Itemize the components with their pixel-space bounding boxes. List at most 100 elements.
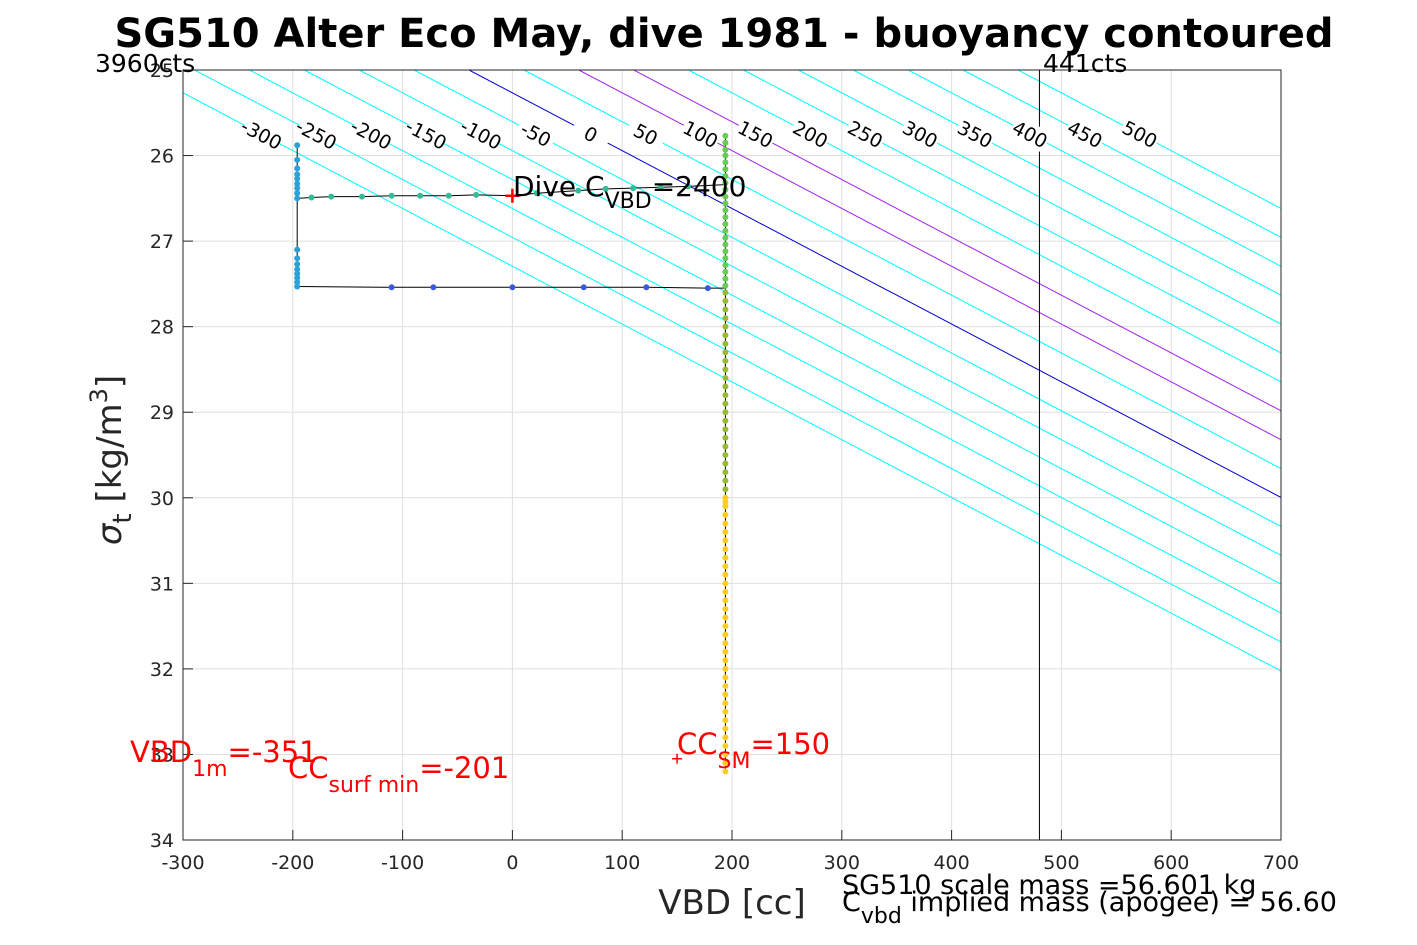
sample-point: [685, 183, 692, 190]
y-axis-label: σt [kg/m3]: [85, 375, 138, 545]
sample-point: [722, 529, 729, 535]
y-label-units: [kg/m: [90, 403, 130, 502]
sample-point: [722, 511, 729, 518]
y-tick-label: 27: [150, 231, 174, 253]
sample-point: [358, 193, 365, 200]
sample-point: [722, 323, 729, 330]
buoyancy-contour-line: [853, 70, 1281, 296]
x-tick-label: 0: [506, 852, 518, 874]
sample-point: [722, 443, 729, 450]
sample-point: [417, 192, 424, 199]
buoyancy-contour-line: [962, 70, 1281, 238]
x-tick-label: 100: [604, 852, 640, 874]
x-tick-label: 200: [714, 852, 750, 874]
sample-point: [722, 623, 729, 630]
sample-point: [473, 191, 480, 198]
dive-cvbd-annotation: Dive CVBD=2400: [513, 170, 746, 214]
sample-point: [722, 742, 729, 749]
contour-label-background: [568, 115, 613, 153]
sample-point: [722, 315, 729, 322]
contour-label-background: [1063, 115, 1107, 153]
sample-point: [722, 554, 729, 561]
sample-point: [722, 580, 729, 587]
y-tick-label: 25: [150, 60, 174, 82]
dive-track-line: [297, 184, 726, 199]
sample-point: [722, 375, 729, 381]
buoyancy-contour-line: [688, 70, 1281, 383]
vbd-1m-annotation: VBD1m=-351: [130, 735, 318, 782]
sample-point: [722, 520, 729, 527]
sample-point: [722, 768, 729, 775]
sample-point: [722, 494, 729, 501]
buoyancy-contour-line: [523, 70, 1281, 470]
sample-point: [722, 460, 729, 467]
y-tick-label: 29: [150, 402, 174, 424]
sample-point: [294, 279, 301, 286]
contour-label-background: [733, 115, 778, 153]
sample-point: [722, 486, 729, 493]
sample-point: [445, 192, 452, 199]
sample-point: [722, 152, 729, 159]
sample-point: [722, 234, 729, 241]
sample-point: [722, 499, 729, 506]
sample-point: [294, 283, 301, 290]
cc-sm-annotation: CCSM=150: [677, 727, 830, 774]
sample-point: [704, 285, 711, 292]
y-tick-label: 34: [150, 830, 174, 852]
sample-point: [722, 200, 729, 207]
sample-point: [722, 298, 729, 304]
contour-label-background: [404, 115, 449, 153]
sample-point: [294, 180, 301, 187]
sample-point: [722, 366, 729, 373]
sample-point: [722, 434, 729, 441]
sample-point: [294, 261, 301, 268]
chart-title: SG510 Alter Eco May, dive 1981 - buoyanc…: [114, 11, 1333, 57]
contour-label-background: [623, 115, 668, 153]
sample-point: [722, 734, 729, 741]
sample-point: [722, 193, 729, 200]
implied-mass-text: Cvbd implied mass (apogee) = 56.60: [842, 887, 1337, 929]
sample-point: [657, 184, 664, 191]
buoyancy-contour-line: [743, 70, 1281, 354]
sample-point: [294, 175, 301, 182]
sample-point: [643, 284, 650, 291]
buoyancy-contour-line: [358, 70, 1281, 556]
sample-point: [580, 284, 587, 291]
buoyancy-contour-line: [194, 70, 1281, 643]
sample-point: [722, 227, 729, 234]
buoyancy-contour-line: [633, 70, 1281, 412]
sample-point: [722, 674, 729, 681]
sample-point: [294, 156, 301, 163]
sample-point: [722, 186, 729, 193]
buoyancy-contour-line: [183, 92, 1281, 672]
sample-point: [722, 537, 729, 544]
contour-label-background: [1117, 115, 1162, 153]
sample-point: [722, 248, 729, 255]
buoyancy-contour-line: [249, 70, 1281, 614]
sample-point: [722, 349, 729, 356]
sample-point: [722, 289, 729, 296]
sample-point: [722, 214, 729, 221]
buoyancy-contour-line: [413, 70, 1281, 527]
sample-point: [722, 332, 729, 339]
sample-point: [294, 246, 301, 253]
sample-point: [722, 173, 729, 180]
sample-point: [722, 606, 729, 612]
sample-point: [722, 400, 729, 407]
sample-point: [533, 190, 540, 197]
sample-point: [722, 614, 729, 621]
sample-point: [294, 266, 301, 273]
contour-layer: [183, 70, 1281, 672]
cc-surf-min-annotation: CCsurf min=-201: [288, 751, 509, 798]
sample-point: [294, 185, 301, 192]
x-tick-label: -200: [271, 852, 314, 874]
sample-point: [722, 262, 729, 269]
tick-layer: -300 -200 -100 0 100 200 300 400 500 600 700 25 26 27…: [150, 60, 1299, 874]
dive-track-line: [297, 285, 726, 289]
sample-point: [722, 282, 729, 289]
sample-point: [722, 166, 729, 173]
sample-point: [722, 691, 729, 698]
series-layer: [294, 132, 729, 775]
y-tick-label: 32: [150, 659, 174, 681]
y-label-exponent: 3: [85, 388, 113, 403]
